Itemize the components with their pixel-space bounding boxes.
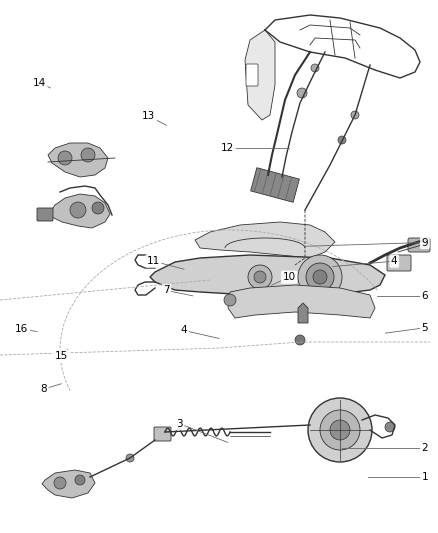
Polygon shape [42, 470, 95, 498]
Text: 6: 6 [421, 291, 428, 301]
Circle shape [81, 148, 95, 162]
Text: 15: 15 [55, 351, 68, 361]
Circle shape [351, 111, 359, 119]
Polygon shape [48, 143, 108, 177]
Circle shape [385, 422, 395, 432]
Circle shape [298, 255, 342, 299]
Text: 11: 11 [147, 256, 160, 266]
Text: 2: 2 [421, 443, 428, 453]
Text: 12: 12 [221, 143, 234, 153]
Polygon shape [50, 194, 110, 228]
Polygon shape [251, 168, 299, 203]
Text: 4: 4 [391, 256, 398, 266]
Text: 10: 10 [283, 272, 296, 282]
Polygon shape [245, 30, 275, 120]
Text: 3: 3 [176, 419, 183, 429]
Polygon shape [150, 255, 385, 295]
Circle shape [92, 202, 104, 214]
Circle shape [126, 454, 134, 462]
FancyBboxPatch shape [408, 238, 430, 252]
Circle shape [311, 64, 319, 72]
Circle shape [224, 294, 236, 306]
Text: 16: 16 [15, 325, 28, 334]
Polygon shape [298, 303, 308, 323]
FancyBboxPatch shape [387, 255, 411, 271]
Circle shape [320, 410, 360, 450]
Circle shape [70, 202, 86, 218]
FancyBboxPatch shape [37, 208, 53, 221]
Circle shape [306, 263, 334, 291]
Circle shape [75, 475, 85, 485]
Text: 14: 14 [33, 78, 46, 87]
Circle shape [58, 151, 72, 165]
Text: 5: 5 [421, 323, 428, 333]
Text: 1: 1 [421, 472, 428, 482]
Circle shape [248, 265, 272, 289]
Text: 13: 13 [142, 111, 155, 121]
Circle shape [297, 88, 307, 98]
Circle shape [295, 335, 305, 345]
Circle shape [330, 420, 350, 440]
Polygon shape [195, 222, 335, 258]
Text: 4: 4 [180, 326, 187, 335]
Text: 7: 7 [163, 286, 170, 295]
Circle shape [254, 271, 266, 283]
Circle shape [308, 398, 372, 462]
Text: 9: 9 [421, 238, 428, 247]
FancyBboxPatch shape [246, 64, 258, 86]
Circle shape [338, 136, 346, 144]
Text: 8: 8 [40, 384, 47, 394]
Circle shape [313, 270, 327, 284]
FancyBboxPatch shape [154, 427, 171, 441]
Polygon shape [228, 285, 375, 318]
Circle shape [54, 477, 66, 489]
